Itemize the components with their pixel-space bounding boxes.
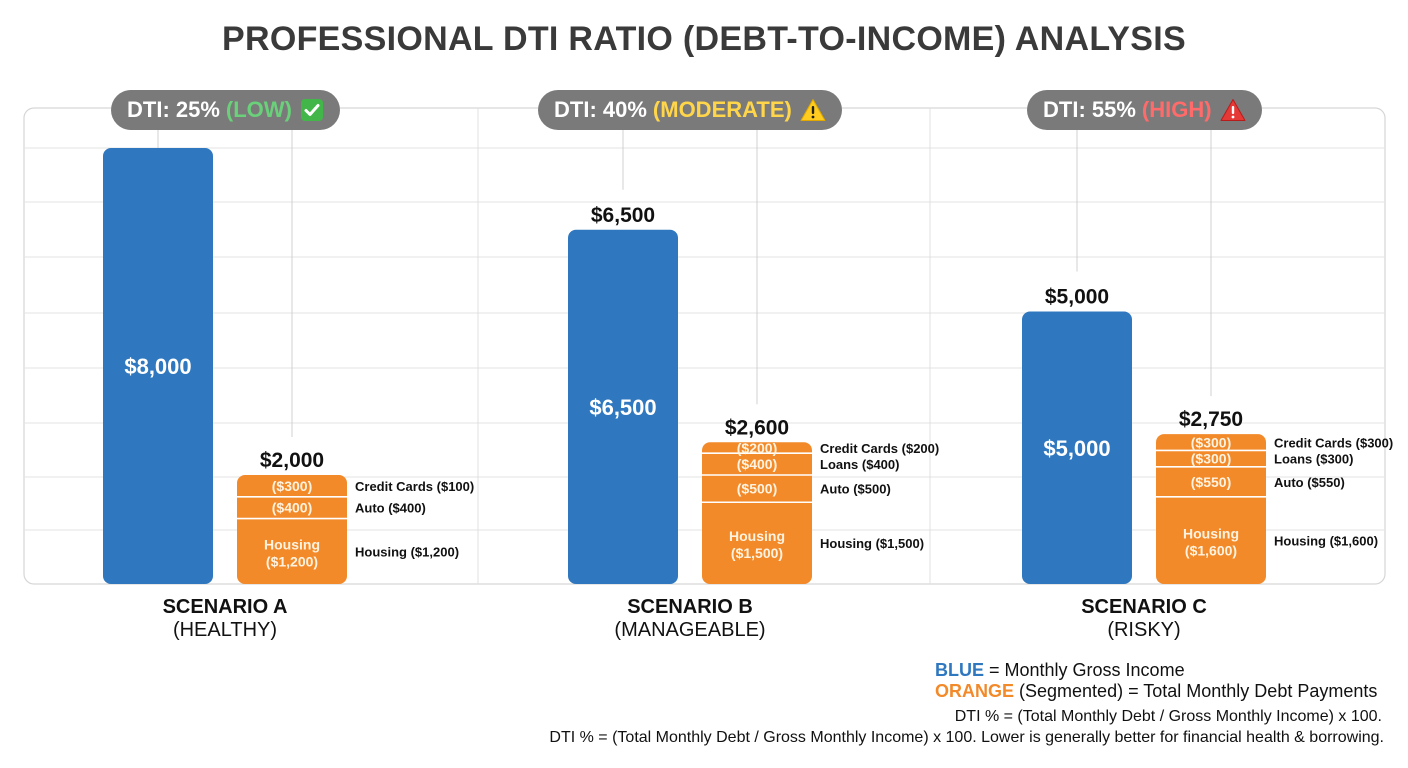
- segment-label: ($300): [272, 478, 312, 494]
- legend-orange-text: (Segmented) = Total Monthly Debt Payment…: [1014, 681, 1378, 701]
- scenario-label: SCENARIO C (RISKY): [994, 596, 1294, 642]
- debt-bar: [1156, 434, 1266, 584]
- segment-side-label: Auto ($500): [820, 482, 891, 497]
- debt-total-label: $2,600: [725, 416, 789, 439]
- scenario-label: SCENARIO A (HEALTHY): [75, 596, 375, 642]
- segment-side-label: Loans ($400): [820, 457, 899, 472]
- income-bar-label: $6,500: [589, 395, 656, 420]
- segment-label: ($200): [737, 440, 777, 456]
- income-bar: [103, 148, 213, 584]
- scenario-subtitle: (RISKY): [1107, 619, 1181, 641]
- dti-status: (HIGH): [1141, 97, 1212, 122]
- dti-badge: DTI: 55% (HIGH): [1027, 90, 1262, 130]
- segment-side-label: Housing ($1,500): [820, 536, 924, 551]
- segment-label: ($550): [1191, 474, 1231, 490]
- segment-label: ($500): [737, 481, 777, 497]
- dti-value: DTI: 40%: [554, 97, 647, 122]
- segment-side-label: Housing ($1,200): [355, 544, 459, 559]
- dti-status: (LOW): [225, 97, 292, 122]
- segment-side-label: Loans ($300): [1274, 452, 1353, 467]
- legend-blue-word: BLUE: [935, 660, 984, 680]
- segment-label-value: ($1,200): [266, 553, 318, 569]
- legend-orange-word: ORANGE: [935, 681, 1015, 701]
- segment-side-label: Credit Cards ($300): [1274, 435, 1393, 450]
- segment-label: ($300): [1191, 451, 1231, 467]
- legend-blue-text: = Monthly Gross Income: [984, 660, 1185, 680]
- segment-side-label: Credit Cards ($100): [355, 479, 474, 494]
- income-top-label: $6,500: [591, 204, 655, 227]
- formula-line-2: DTI % = (Total Monthly Debt / Gross Mont…: [549, 729, 1384, 746]
- segment-side-label: Auto ($550): [1274, 475, 1345, 490]
- segment-label: Housing: [1183, 525, 1239, 541]
- segment-label: ($400): [272, 500, 312, 516]
- segment-label-value: ($1,600): [1185, 542, 1237, 558]
- legend-debt: ORANGE (Segmented) = Total Monthly Debt …: [935, 681, 1377, 702]
- segment-side-label: Auto ($400): [355, 501, 426, 516]
- segment-label: ($400): [737, 456, 777, 472]
- income-top-label: $5,000: [1045, 286, 1109, 309]
- dti-value: DTI: 25%: [127, 97, 220, 122]
- scenario-label: SCENARIO B (MANAGEABLE): [540, 596, 840, 642]
- segment-side-label: Housing ($1,600): [1274, 533, 1378, 548]
- dti-value: DTI: 55%: [1043, 97, 1136, 122]
- scenario-name: SCENARIO B: [627, 596, 753, 618]
- debt-bar: [237, 475, 347, 584]
- segment-label: ($300): [1191, 434, 1231, 450]
- alert-icon: [1220, 98, 1246, 122]
- chart-title: PROFESSIONAL DTI RATIO (DEBT-TO-INCOME) …: [222, 20, 1186, 58]
- check-box-icon: [300, 98, 324, 122]
- legend-income: BLUE = Monthly Gross Income: [935, 660, 1377, 681]
- debt-total-label: $2,750: [1179, 408, 1243, 431]
- legend: BLUE = Monthly Gross Income ORANGE (Segm…: [935, 660, 1377, 702]
- segment-label: Housing: [264, 536, 320, 552]
- dti-badge: DTI: 40% (MODERATE): [538, 90, 842, 130]
- debt-bar: [702, 442, 812, 584]
- income-bar-label: $8,000: [124, 354, 191, 379]
- dti-status: (MODERATE): [652, 97, 792, 122]
- segment-side-label: Credit Cards ($200): [820, 441, 939, 456]
- segment-label-value: ($1,500): [731, 545, 783, 561]
- segment-label: Housing: [729, 528, 785, 544]
- dti-badge: DTI: 25% (LOW): [111, 90, 340, 130]
- scenario-name: SCENARIO C: [1081, 596, 1207, 618]
- scenario-subtitle: (MANAGEABLE): [614, 619, 766, 641]
- scenario-subtitle: (HEALTHY): [172, 619, 278, 641]
- formula-line-1: DTI % = (Total Monthly Debt / Gross Mont…: [954, 708, 1382, 725]
- income-bar-label: $5,000: [1043, 436, 1110, 461]
- scenario-name: SCENARIO A: [162, 596, 288, 618]
- income-bar: [568, 229, 678, 584]
- debt-total-label: $2,000: [260, 449, 324, 472]
- warning-icon: [800, 98, 826, 122]
- income-bar: [1022, 311, 1132, 584]
